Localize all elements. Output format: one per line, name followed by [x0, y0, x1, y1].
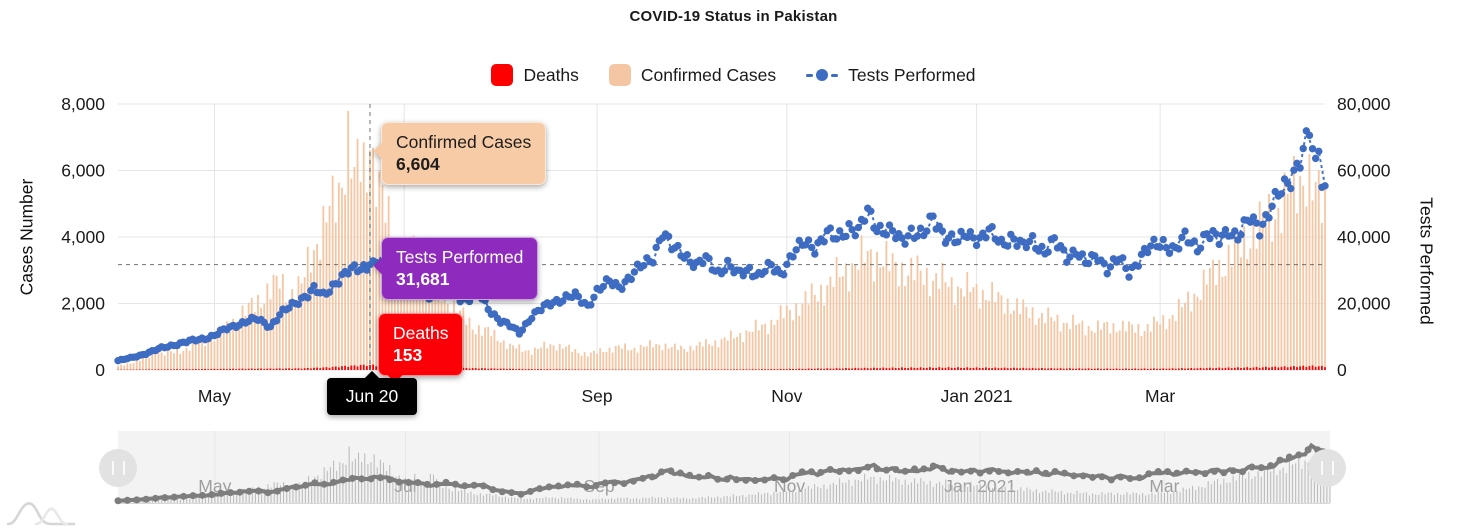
- legend-label-confirmed: Confirmed Cases: [640, 64, 777, 85]
- tooltip-deaths-value: 153: [393, 345, 423, 365]
- svg-text:Sep: Sep: [581, 386, 612, 406]
- tooltip-deaths: Deaths 153: [378, 313, 464, 383]
- tooltip-tests-value: 31,681: [396, 269, 450, 289]
- svg-text:20,000: 20,000: [1337, 294, 1391, 314]
- svg-text:0: 0: [1337, 360, 1347, 380]
- legend: Deaths Confirmed Cases Tests Performed: [0, 64, 1467, 86]
- svg-text:Jan 2021: Jan 2021: [941, 386, 1013, 406]
- svg-text:80,000: 80,000: [1337, 94, 1391, 114]
- tooltip-confirmed-value: 6,604: [396, 154, 440, 174]
- tooltip-tests-label: Tests Performed: [396, 247, 524, 267]
- navigator[interactable]: [118, 431, 1330, 504]
- tooltip-confirmed-cases: Confirmed Cases 6,604: [373, 122, 547, 185]
- grip-lines-icon: [111, 461, 125, 475]
- deaths-swatch-icon: [491, 64, 514, 86]
- svg-text:Nov: Nov: [771, 386, 802, 406]
- tooltip-date-text: Jun 20: [345, 386, 399, 406]
- legend-item-tests[interactable]: Tests Performed: [806, 64, 976, 86]
- main-grid: [118, 103, 1325, 503]
- grip-lines-icon: [1320, 461, 1334, 475]
- svg-text:May: May: [198, 386, 231, 406]
- legend-item-deaths[interactable]: Deaths: [491, 64, 579, 86]
- navigator-left-grip[interactable]: [99, 449, 137, 487]
- tests-performed-series[interactable]: [114, 126, 1329, 365]
- tooltip-deaths-label: Deaths: [393, 323, 449, 343]
- chart-title: COVID-19 Status in Pakistan: [629, 8, 838, 25]
- confirmed-swatch-icon: [608, 64, 631, 86]
- legend-label-tests: Tests Performed: [848, 64, 976, 85]
- confirmed-cases-series[interactable]: [117, 110, 1326, 370]
- legend-item-confirmed[interactable]: Confirmed Cases: [608, 64, 777, 86]
- svg-text:Mar: Mar: [1145, 386, 1175, 406]
- svg-text:2,000: 2,000: [61, 294, 105, 314]
- tests-dashdot-marker-icon: [806, 69, 839, 81]
- svg-text:40,000: 40,000: [1337, 227, 1391, 247]
- svg-text:4,000: 4,000: [61, 227, 105, 247]
- navigator-mini-chart[interactable]: [114, 442, 1332, 505]
- svg-text:6,000: 6,000: [61, 161, 105, 181]
- svg-text:0: 0: [95, 360, 105, 380]
- svg-text:Mar: Mar: [1149, 476, 1179, 496]
- svg-text:8,000: 8,000: [61, 94, 105, 114]
- amcharts-logo[interactable]: [6, 497, 78, 529]
- navigator-right-grip[interactable]: [1308, 449, 1346, 487]
- tooltip-axis-date: Jun 20: [327, 370, 417, 415]
- legend-label-deaths: Deaths: [523, 64, 579, 85]
- axis-tick-labels: 8,000 6,000 4,000 2,000 0 80,000 60,000 40,000 2…: [61, 94, 1391, 406]
- tooltip-confirmed-label: Confirmed Cases: [396, 132, 532, 152]
- svg-text:60,000: 60,000: [1337, 161, 1391, 181]
- crosshair: [118, 104, 1325, 370]
- tooltip-tests-performed: Tests Performed 31,681: [373, 237, 539, 300]
